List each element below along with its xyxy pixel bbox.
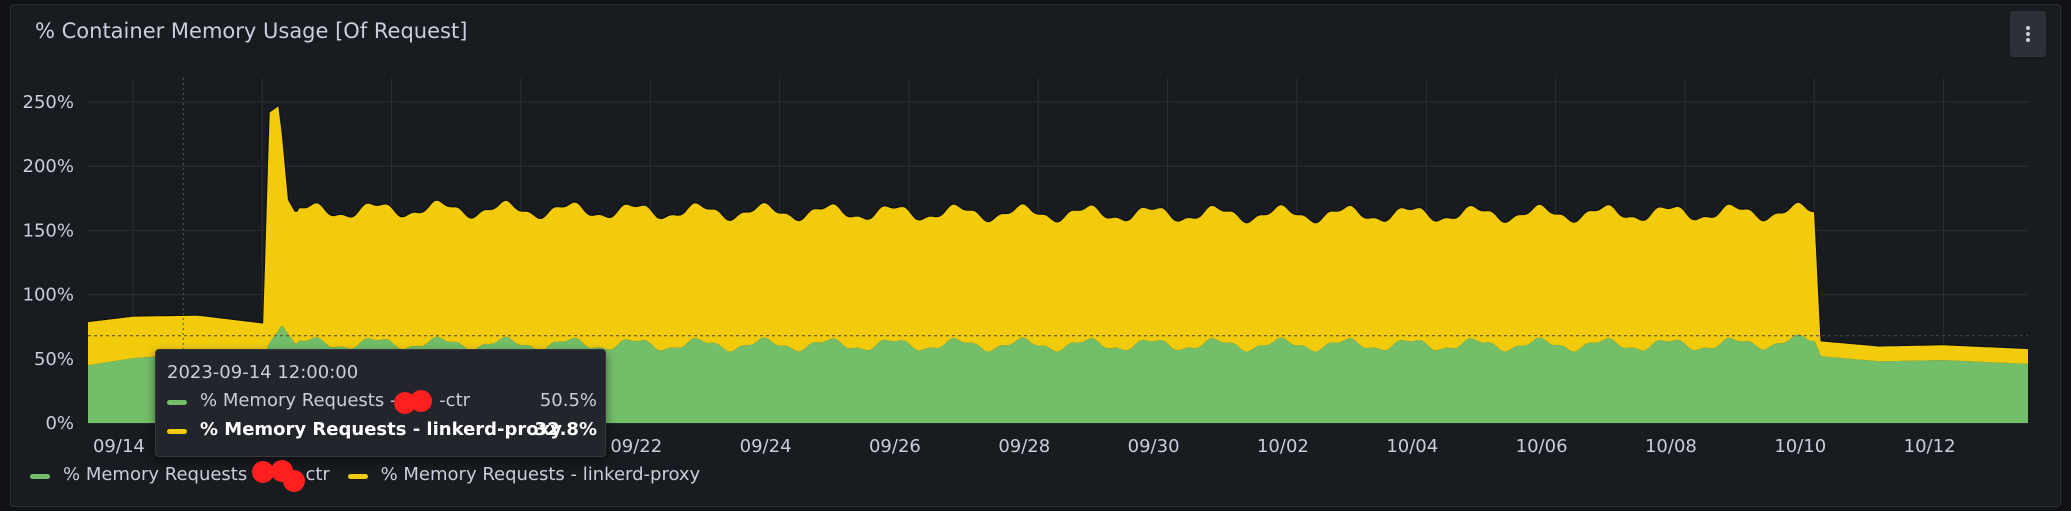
chart-tooltip: 2023-09-14 12:00:00 % Memory Requests - … [155, 349, 606, 457]
tooltip-time: 2023-09-14 12:00:00 [167, 362, 359, 383]
x-tick-label: 10/08 [1645, 436, 1697, 457]
yellow-swatch-icon [347, 474, 368, 479]
y-tick-label: 50% [34, 349, 74, 370]
x-tick-label: 09/28 [998, 436, 1050, 457]
x-tick-label: 10/02 [1257, 436, 1309, 457]
legend-prefix: % Memory Requests - [63, 464, 260, 485]
tooltip-row-linkerd: % Memory Requests - linkerd-proxy 32.8% [167, 419, 597, 443]
x-tick-label: 10/06 [1516, 436, 1568, 457]
kebab-menu-icon[interactable] [2010, 11, 2046, 57]
tooltip-series-name: % Memory Requests - -ctr [200, 390, 470, 411]
x-tick-label: 10/10 [1774, 436, 1826, 457]
redaction-blob [410, 390, 432, 412]
x-tick-label: 10/12 [1904, 436, 1956, 457]
redaction-blob [283, 470, 305, 492]
legend-label: % Memory Requests - linkerd-proxy [380, 464, 701, 485]
legend-item-linkerd[interactable]: % Memory Requests - linkerd-proxy [347, 464, 701, 485]
y-tick-label: 200% [23, 156, 74, 177]
tooltip-row-ctr: % Memory Requests - -ctr 50.5% [167, 390, 597, 414]
x-tick-label: 09/22 [610, 436, 662, 457]
tooltip-series-name: % Memory Requests - linkerd-proxy [200, 419, 562, 440]
tooltip-value: 32.8% [534, 419, 597, 440]
series-area-linkerd-proxy [88, 105, 2028, 366]
tooltip-value: 50.5% [539, 390, 597, 411]
y-tick-label: 150% [23, 220, 74, 241]
series-top-outline [87, 104, 2029, 350]
tooltip-series-suffix: -ctr [439, 390, 471, 411]
green-swatch-icon [30, 474, 50, 479]
x-tick-label: 10/04 [1386, 436, 1438, 457]
redaction-blob [252, 461, 274, 483]
x-tick-label: 09/30 [1128, 436, 1180, 457]
tooltip-series-prefix: % Memory Requests - [200, 390, 403, 411]
legend-suffix: ctr [305, 464, 330, 485]
x-tick-label: 09/24 [740, 436, 792, 457]
y-tick-label: 0% [45, 413, 74, 434]
yellow-swatch-icon [167, 429, 187, 434]
x-tick-label: 09/14 [93, 436, 145, 457]
chart-legend: % Memory Requests - ctr % Memory Requests… [30, 464, 712, 490]
panel-title: % Container Memory Usage [Of Request] [35, 19, 468, 43]
x-tick-label: 09/26 [869, 436, 921, 457]
y-tick-label: 100% [23, 285, 74, 306]
legend-item-ctr[interactable]: % Memory Requests - ctr [30, 464, 330, 485]
y-tick-label: 250% [23, 92, 74, 113]
green-swatch-icon [167, 400, 187, 405]
